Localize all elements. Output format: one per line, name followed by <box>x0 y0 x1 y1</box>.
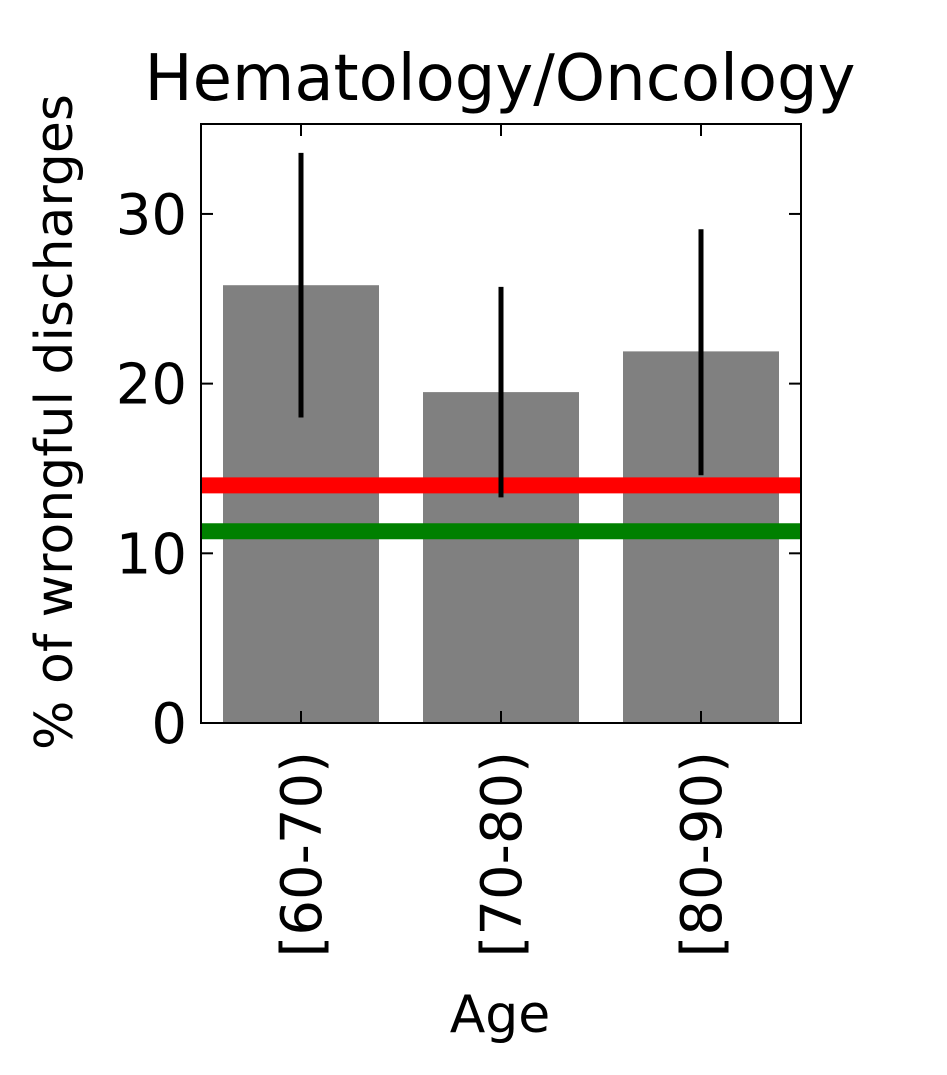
x-tick-label: [60-70) <box>270 751 335 957</box>
x-tick-label: [70-80) <box>470 751 535 957</box>
y-tick-label: 20 <box>116 353 187 418</box>
x-tick-label: [80-90) <box>670 751 735 957</box>
y-axis-label: % of wrongful discharges <box>25 94 85 750</box>
x-axis-label: Age <box>450 985 551 1045</box>
plot-area: 0 10 20 30 [60-70) [70-80) [80-90) <box>116 123 802 957</box>
y-tick-label: 10 <box>116 522 187 587</box>
y-tick-label: 30 <box>116 183 187 248</box>
y-tick-label: 0 <box>151 692 187 757</box>
chart-title: Hematology/Oncology <box>144 42 855 116</box>
